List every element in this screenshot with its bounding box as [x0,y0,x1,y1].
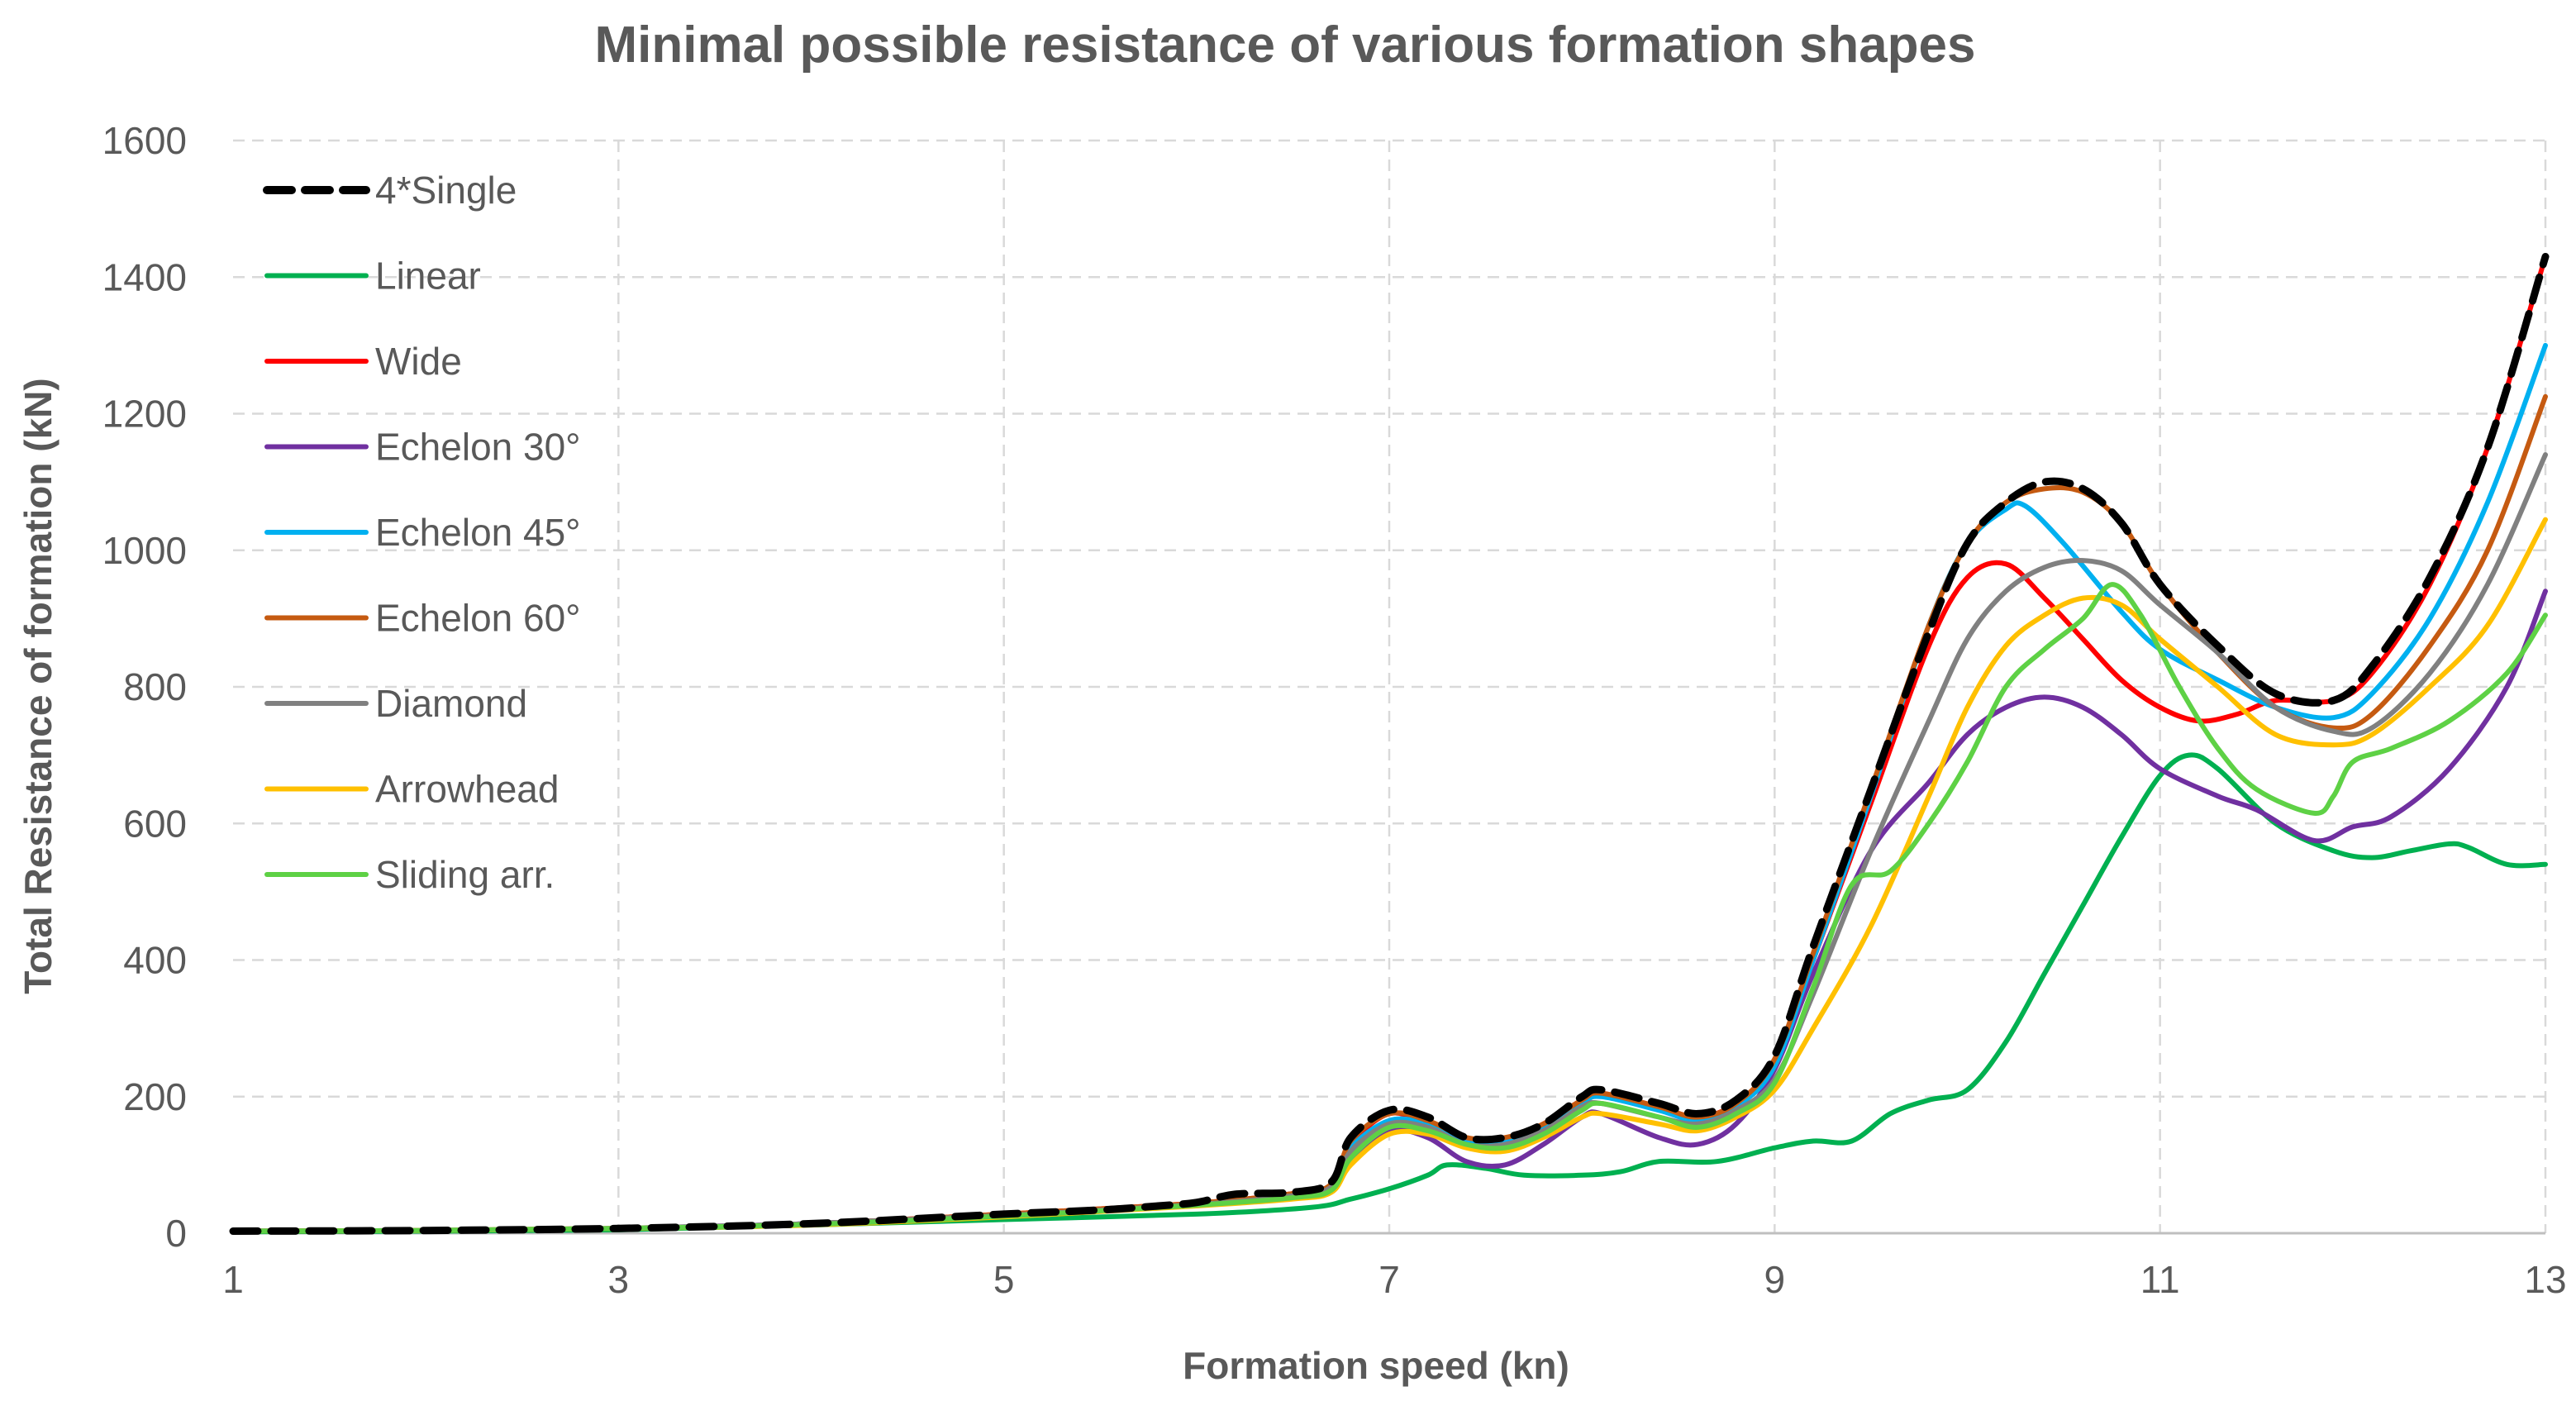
y-axis-label: Total Resistance of formation (kN) [17,378,60,994]
y-tick-labels: 0 200 400 600 800 1000 1200 1400 1600 [102,119,187,1255]
legend-label-linear: Linear [375,255,481,298]
legend-label-echelon-45: Echelon 45° [375,511,581,554]
x-tick-labels: 1 3 5 7 9 11 13 [222,1258,2566,1301]
x-tick-label: 9 [1764,1258,1786,1301]
x-tick-label: 11 [2140,1258,2180,1301]
legend-label-diamond: Diamond [375,682,527,725]
y-tick-label: 0 [165,1212,187,1255]
x-tick-label: 3 [608,1258,630,1301]
legend: 4*Single Linear Wide Echelon 30° Echelon 45°… [263,169,581,896]
series-line-4-single [229,253,2550,1235]
x-tick-label: 13 [2524,1258,2566,1301]
y-tick-label: 200 [123,1075,187,1118]
y-tick-label: 800 [123,665,187,708]
legend-label-4-single: 4*Single [375,169,517,212]
y-tick-label: 1600 [102,119,187,162]
legend-label-arrowhead: Arrowhead [375,768,559,811]
y-tick-label: 400 [123,939,187,982]
legend-label-wide: Wide [375,340,462,383]
legend-label-echelon-30: Echelon 30° [375,426,581,469]
x-axis-label: Formation speed (kn) [1183,1344,1569,1387]
y-tick-label: 1000 [102,529,187,572]
y-tick-label: 1400 [102,255,187,298]
x-tick-label: 7 [1378,1258,1400,1301]
legend-label-sliding-arr: Sliding arr. [375,853,555,896]
y-tick-label: 1200 [102,393,187,436]
x-tick-label: 1 [222,1258,244,1301]
legend-label-echelon-60: Echelon 60° [375,597,581,640]
chart-title: Minimal possible resistance of various f… [594,17,1975,74]
gridlines [233,139,2547,1233]
y-tick-label: 600 [123,802,187,845]
x-tick-label: 5 [993,1258,1015,1301]
series-line-wide [231,254,2548,1234]
series-lines [229,253,2550,1235]
